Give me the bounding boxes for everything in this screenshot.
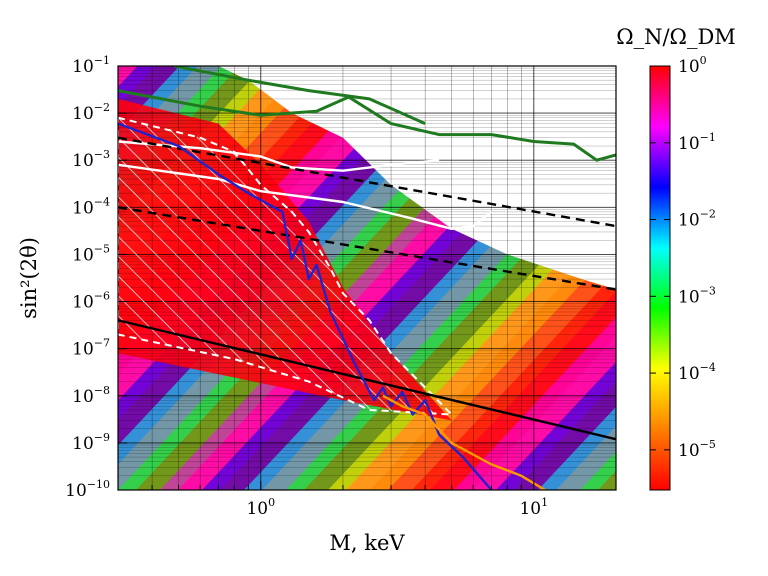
x-tick-label: 101: [519, 496, 548, 519]
colorbar-tick-label: 10−5: [678, 438, 716, 461]
y-tick-label: 10−10: [65, 478, 110, 501]
heatmap-band: [244, 93, 616, 490]
y-tick-label: 10−6: [72, 290, 110, 313]
heatmap-band: [706, 66, 768, 490]
curve-green-lower: [118, 89, 616, 162]
plot-frame: [117, 65, 617, 491]
heatmap-band: [664, 66, 768, 490]
colorbar-tick-label: 100: [678, 54, 707, 77]
heatmap-band: [454, 317, 616, 490]
y-axis-label: sin²(2θ): [17, 237, 41, 319]
colorbar-tick-label: 10−1: [678, 131, 716, 154]
y-tick-label: 10−9: [72, 431, 110, 454]
x-tick-label: 100: [246, 496, 275, 519]
colorbar-tick-label: 10−3: [678, 284, 716, 307]
colorbar-gradient: [649, 65, 671, 491]
y-tick-label: 10−3: [72, 148, 110, 171]
curves: [118, 66, 616, 490]
colorbar: [649, 65, 671, 491]
curve-white-upper: [118, 140, 440, 172]
heatmap-band: [370, 227, 616, 490]
heatmap-band: [580, 451, 616, 490]
x-axis-label: M, keV: [329, 531, 405, 555]
y-tick-label: 10−7: [72, 337, 110, 360]
curve-green-upper: [173, 66, 426, 125]
colorbar-ticks: 100 10−1 10−2 10−3 10−4 10−5: [650, 54, 716, 461]
y-tick-label: 10−2: [72, 101, 110, 124]
curve-orange-curve: [382, 394, 546, 490]
colorbar-tick-label: 10−4: [678, 361, 716, 384]
heatmap-band: [412, 272, 616, 490]
y-tick-label: 10−8: [72, 384, 110, 407]
colorbar-tick-label: 10−2: [678, 208, 716, 231]
curve-dashed-lower: [118, 206, 616, 291]
curve-black-solid: [118, 319, 616, 441]
y-tick-label: 10−1: [72, 54, 110, 77]
y-tick-label: 10−4: [72, 195, 110, 218]
colorbar-title: Ω_N/Ω_DM: [616, 25, 736, 49]
heatmap-band: [538, 406, 616, 490]
y-tick-label: 10−5: [72, 242, 110, 265]
heatmap-band: [622, 66, 768, 490]
heatmap-band: [748, 66, 768, 490]
curve-white-lower: [118, 163, 493, 230]
curve-dashed-upper: [118, 136, 616, 228]
curve-blue-curve: [118, 122, 493, 490]
x-axis: 100 101: [117, 481, 617, 519]
